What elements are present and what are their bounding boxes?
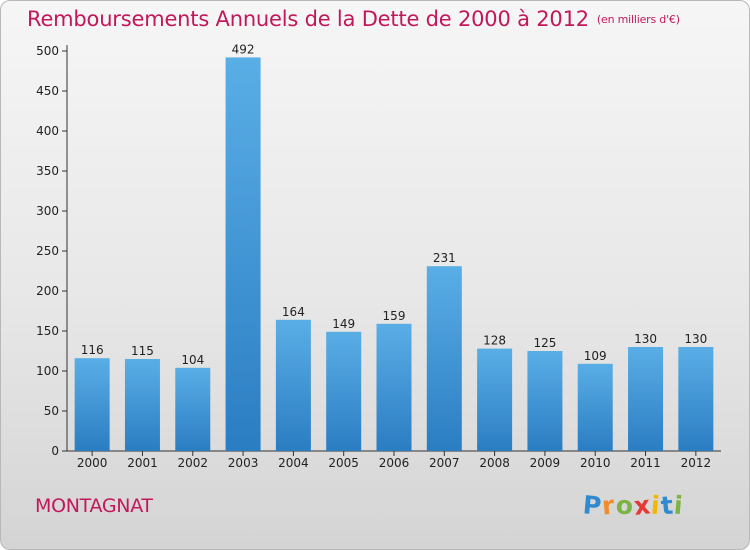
bar bbox=[426, 266, 462, 451]
y-tick-label: 50 bbox=[44, 404, 59, 418]
y-tick-label: 350 bbox=[36, 164, 59, 178]
bar bbox=[376, 323, 412, 451]
bar bbox=[477, 348, 513, 451]
bar bbox=[225, 57, 261, 452]
x-tick-label: 2010 bbox=[580, 456, 611, 470]
x-tick-label: 2002 bbox=[177, 456, 208, 470]
bar bbox=[124, 359, 160, 451]
bar-value-label: 104 bbox=[181, 353, 204, 367]
bar-value-label: 231 bbox=[433, 251, 456, 265]
bar bbox=[275, 319, 311, 451]
bar-value-label: 130 bbox=[634, 332, 657, 346]
y-tick-label: 450 bbox=[36, 84, 59, 98]
x-tick-label: 2004 bbox=[278, 456, 309, 470]
bar-value-label: 164 bbox=[282, 305, 305, 319]
x-tick-label: 2000 bbox=[77, 456, 108, 470]
bar bbox=[628, 347, 664, 451]
bar-value-label: 159 bbox=[383, 309, 406, 323]
y-tick-label: 300 bbox=[36, 204, 59, 218]
bar bbox=[74, 358, 110, 451]
x-tick-label: 2003 bbox=[228, 456, 259, 470]
x-tick-label: 2009 bbox=[530, 456, 561, 470]
y-tick-label: 500 bbox=[36, 44, 59, 58]
x-tick-label: 2008 bbox=[479, 456, 510, 470]
proxiti-logo: Proxiti bbox=[582, 490, 685, 521]
x-tick-label: 2001 bbox=[127, 456, 158, 470]
bar-value-label: 130 bbox=[684, 332, 707, 346]
x-tick-label: 2006 bbox=[379, 456, 410, 470]
bar-value-label: 115 bbox=[131, 344, 154, 358]
bar bbox=[527, 351, 563, 451]
bar-value-label: 116 bbox=[81, 343, 104, 357]
place-name: MONTAGNAT bbox=[35, 495, 153, 517]
bar-value-label: 149 bbox=[332, 317, 355, 331]
x-tick-label: 2007 bbox=[429, 456, 460, 470]
logo-letter: i bbox=[672, 490, 685, 521]
bar-value-label: 128 bbox=[483, 334, 506, 348]
y-tick-label: 250 bbox=[36, 244, 59, 258]
y-tick-label: 200 bbox=[36, 284, 59, 298]
bar bbox=[175, 367, 211, 451]
chart-unit: (en milliers d'€) bbox=[596, 13, 680, 26]
y-tick-label: 150 bbox=[36, 324, 59, 338]
bar bbox=[678, 347, 714, 451]
bar-value-label: 109 bbox=[584, 349, 607, 363]
chart-title: Remboursements Annuels de la Dette de 20… bbox=[27, 7, 680, 31]
y-tick-label: 100 bbox=[36, 364, 59, 378]
bar-value-label: 125 bbox=[533, 336, 556, 350]
x-tick-label: 2005 bbox=[328, 456, 359, 470]
y-tick-label: 0 bbox=[51, 444, 59, 458]
chart-title-text: Remboursements Annuels de la Dette de 20… bbox=[27, 7, 589, 31]
bar bbox=[577, 363, 613, 451]
x-tick-label: 2012 bbox=[681, 456, 712, 470]
y-tick-label: 400 bbox=[36, 124, 59, 138]
bar-value-label: 492 bbox=[232, 42, 255, 56]
x-tick-label: 2011 bbox=[630, 456, 661, 470]
bar bbox=[326, 331, 362, 451]
